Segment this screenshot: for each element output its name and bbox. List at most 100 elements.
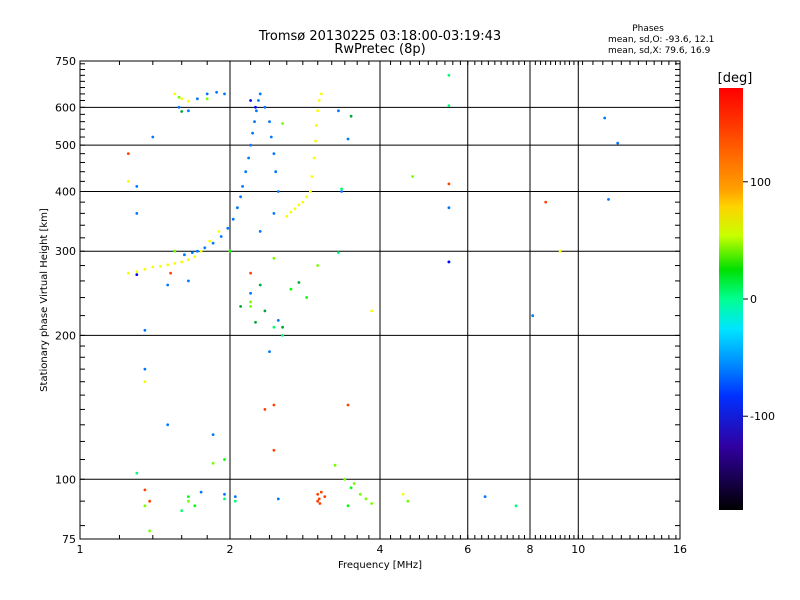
data-point: [289, 210, 293, 214]
data-point: [337, 251, 340, 255]
data-point: [249, 291, 253, 295]
x-tick-label: 2: [227, 543, 234, 556]
data-point: [272, 448, 276, 452]
data-point: [316, 499, 320, 503]
data-point: [208, 239, 212, 243]
data-point: [196, 97, 199, 101]
data-point: [166, 283, 170, 287]
data-point: [187, 279, 190, 283]
data-point: [544, 200, 548, 204]
data-point: [193, 504, 197, 508]
data-point: [370, 502, 374, 505]
data-point: [159, 264, 162, 268]
grid-lines: [80, 61, 680, 539]
data-point: [196, 249, 199, 253]
data-point: [258, 92, 262, 96]
data-point: [285, 214, 289, 218]
data-point: [223, 92, 226, 96]
x-tick-label: 8: [527, 543, 534, 556]
y-tick-label: 600: [55, 101, 76, 114]
data-point: [187, 99, 190, 103]
data-point: [258, 230, 262, 233]
data-point: [217, 230, 221, 233]
data-point: [239, 305, 243, 308]
data-point: [151, 135, 155, 139]
data-point: [305, 296, 308, 299]
data-point: [239, 195, 243, 199]
plot-frame: [79, 60, 681, 540]
data-point: [257, 99, 260, 102]
y-tick-label: 750: [55, 55, 76, 68]
y-tick-label: 100: [55, 473, 76, 486]
data-point: [187, 495, 190, 498]
data-point: [447, 260, 451, 264]
data-point: [406, 499, 410, 503]
data-point: [346, 403, 350, 407]
data-point: [135, 212, 139, 215]
data-point: [483, 495, 487, 498]
data-point: [411, 175, 414, 178]
data-point: [126, 152, 130, 156]
y-tick-label: 500: [55, 139, 76, 152]
phase-info-o: mean, sd,O: -93.6, 12.1: [608, 35, 714, 45]
data-point: [447, 206, 451, 210]
data-point: [219, 235, 223, 238]
data-point: [263, 309, 267, 313]
data-point: [272, 403, 276, 407]
data-point: [317, 99, 321, 102]
data-point: [244, 170, 248, 174]
data-point: [226, 226, 230, 230]
data-point: [173, 261, 177, 265]
data-point: [337, 109, 340, 113]
phase-info-x: mean, sd,X: 79.6, 16.9: [608, 46, 711, 56]
data-point: [276, 319, 280, 322]
data-point: [447, 182, 451, 186]
data-point: [314, 124, 318, 127]
data-point: [301, 200, 305, 204]
data-point: [281, 122, 284, 125]
data-point: [169, 271, 173, 275]
data-point: [274, 170, 278, 174]
data-point: [272, 325, 276, 329]
data-point: [177, 105, 181, 109]
data-point: [180, 110, 184, 113]
data-point: [318, 502, 322, 505]
data-point: [346, 504, 350, 508]
data-point: [268, 120, 271, 123]
data-point: [249, 99, 253, 102]
data-point: [309, 190, 312, 193]
data-point: [166, 263, 170, 267]
data-point: [312, 156, 316, 160]
chart-title: Tromsø 20130225 03:18:00-03:19:43: [258, 29, 501, 44]
data-point: [166, 423, 170, 427]
data-point: [143, 504, 147, 508]
data-point: [126, 180, 130, 183]
axis-ticks: 1 2 4 6 8 10 16 75 100 200 300 400 500 600 750: [55, 55, 687, 556]
data-point: [211, 461, 215, 465]
data-point: [180, 260, 184, 264]
data-point: [148, 529, 152, 533]
data-point: [364, 497, 368, 501]
data-point: [340, 187, 343, 191]
data-point: [249, 305, 253, 308]
data-point: [269, 135, 273, 139]
data-point: [258, 283, 262, 287]
data-point: [199, 249, 203, 253]
colorbar: [719, 88, 743, 510]
data-point: [358, 492, 362, 496]
data-point: [190, 251, 194, 255]
x-tick-label: 6: [464, 543, 471, 556]
data-point: [316, 492, 320, 496]
data-points: [126, 73, 620, 533]
data-point: [241, 185, 245, 188]
data-point: [187, 109, 190, 113]
y-axis-label: Stationary phase Virtual Height [km]: [39, 208, 50, 392]
x-tick-label: 16: [673, 543, 687, 556]
data-point: [254, 105, 257, 109]
data-point: [319, 92, 323, 96]
data-point: [346, 137, 350, 141]
data-point: [148, 499, 152, 503]
data-point: [607, 198, 610, 201]
data-point: [180, 97, 184, 101]
data-point: [231, 217, 235, 221]
